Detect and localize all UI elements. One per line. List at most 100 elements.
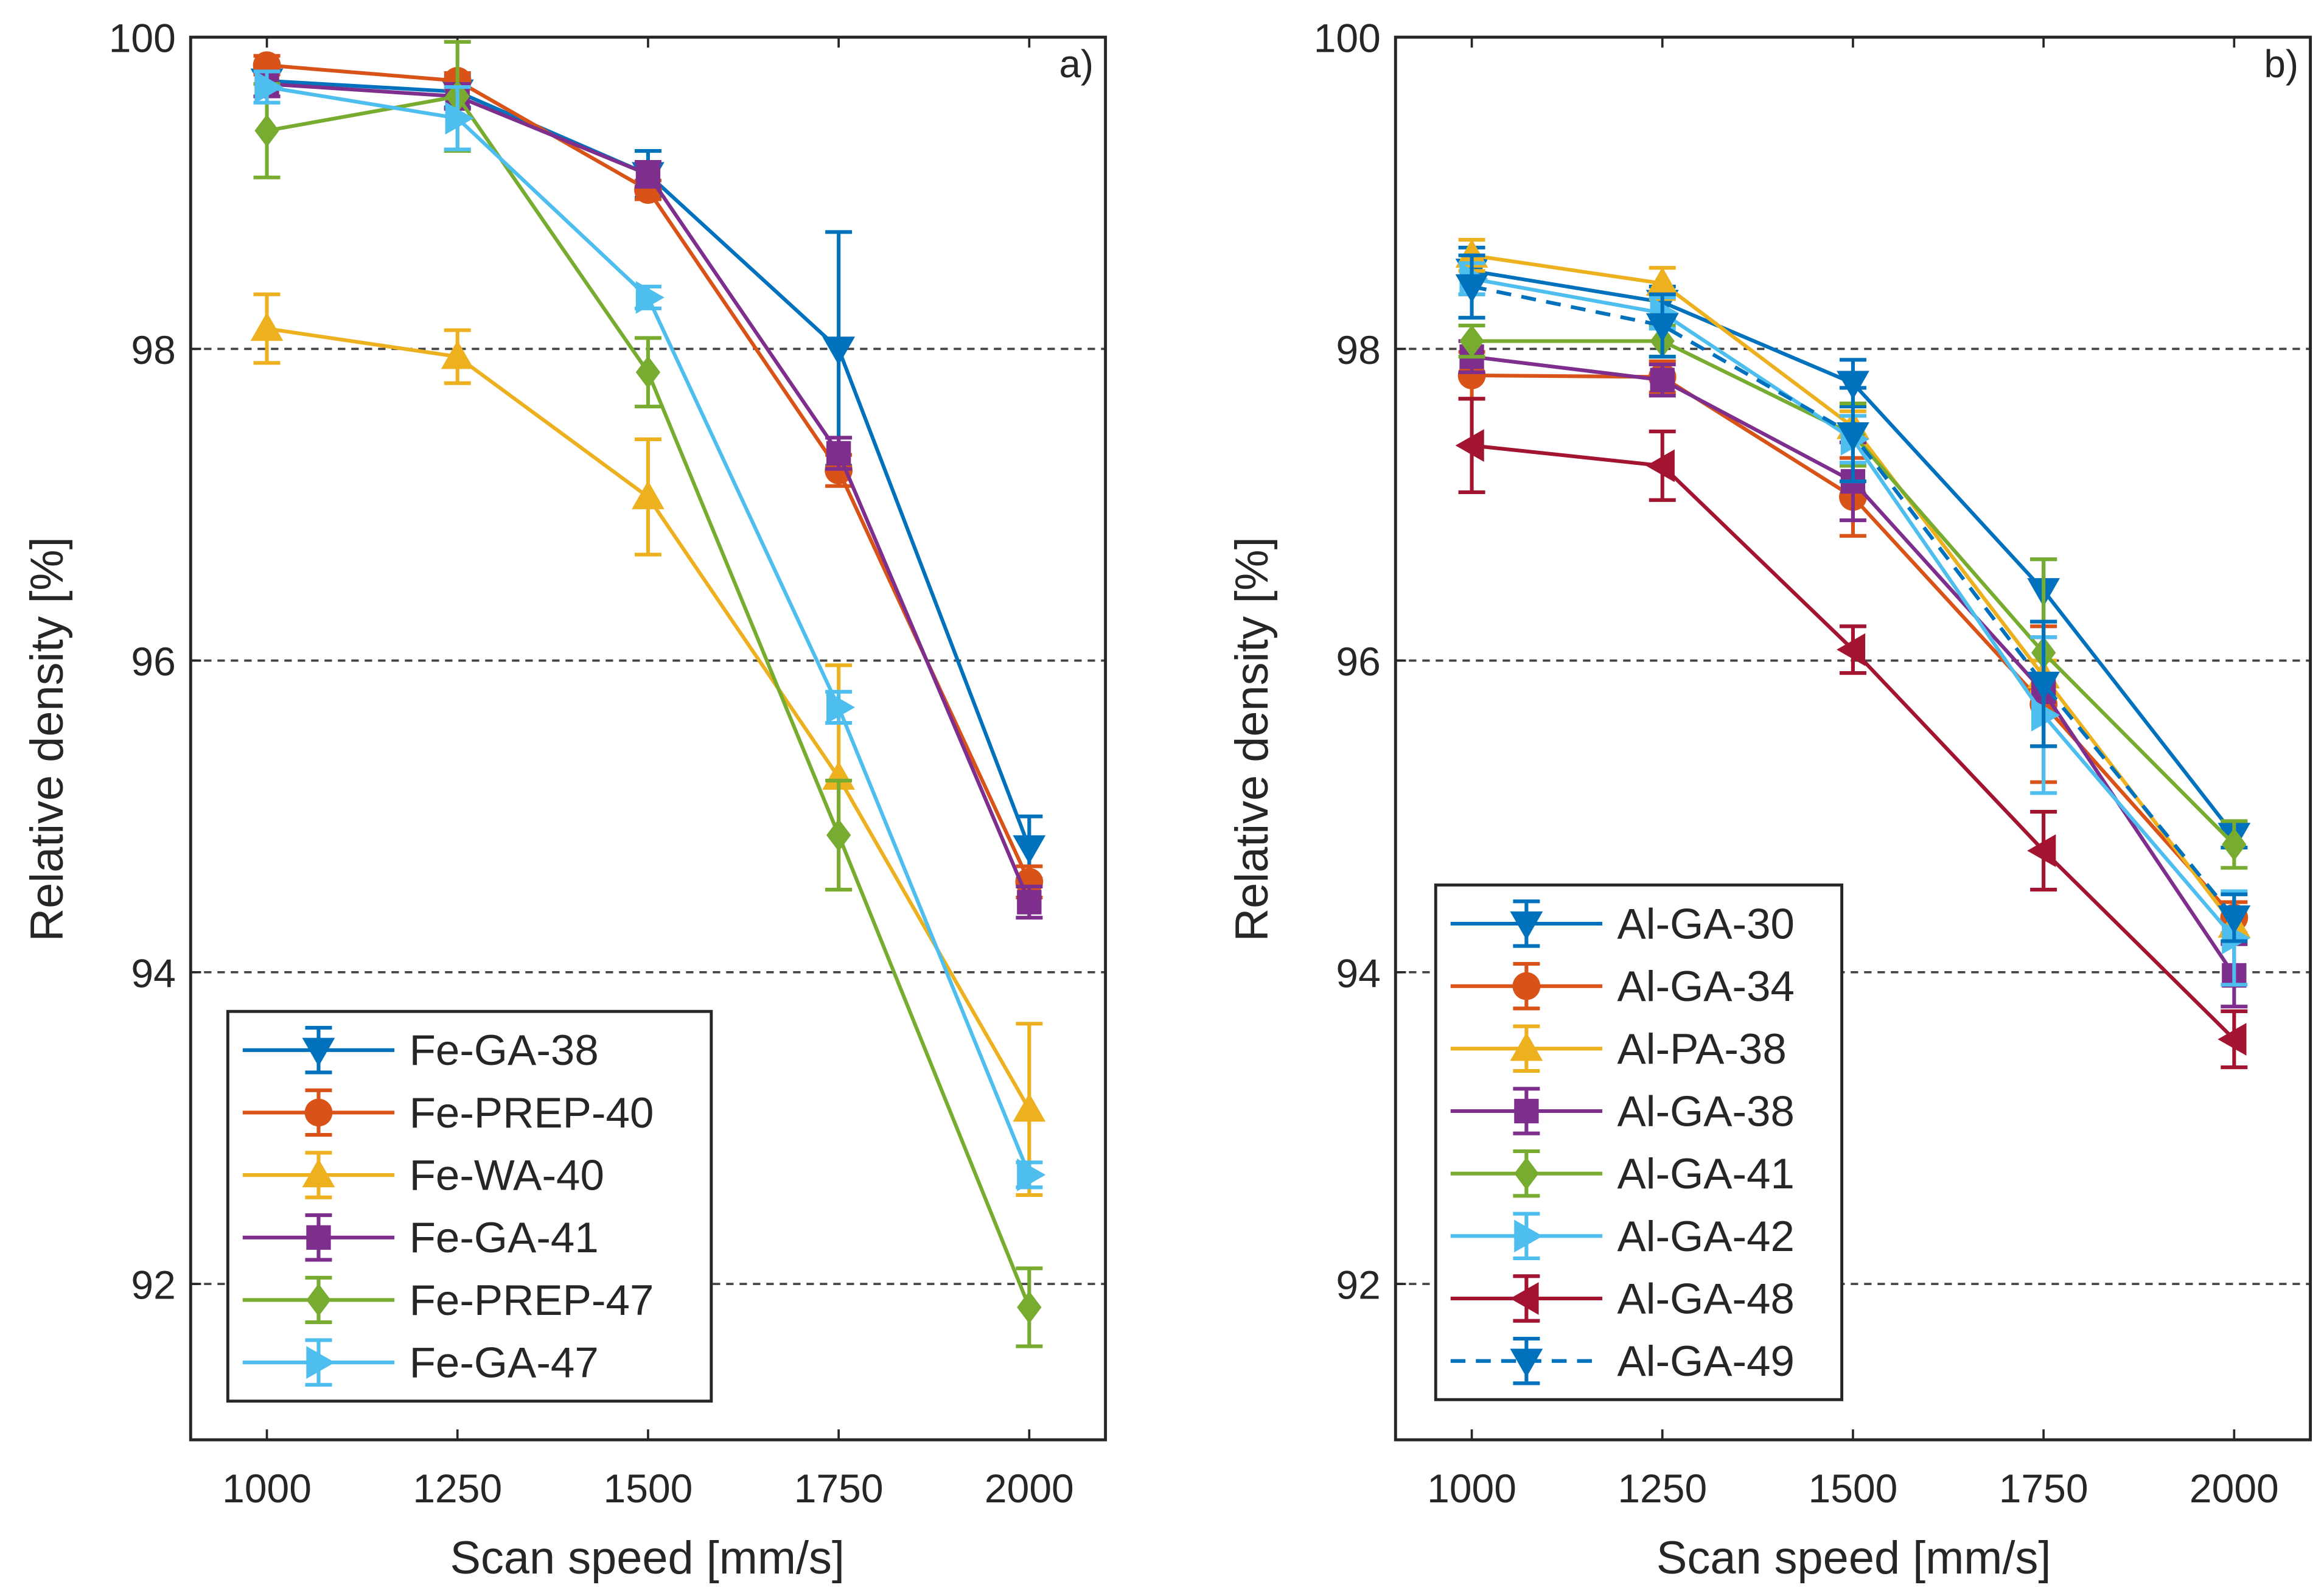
legend-marker: [1514, 1098, 1539, 1124]
data-point: [1837, 633, 1866, 666]
data-point: [2031, 699, 2061, 732]
legend-marker: [1510, 911, 1543, 940]
x-tick-label: 1500: [1809, 1466, 1898, 1511]
y-tick-label: 98: [131, 327, 175, 372]
legend-label: Al-GA-48: [1617, 1275, 1795, 1323]
legend-label: Al-GA-34: [1617, 963, 1795, 1011]
legend-marker: [304, 1098, 333, 1127]
y-tick-label: 92: [131, 1263, 175, 1308]
series-line: [1471, 253, 2236, 927]
data-point: [1837, 371, 1869, 400]
data-point: [2027, 671, 2061, 700]
legend-label: Fe-GA-41: [410, 1214, 599, 1262]
legend-marker: [1512, 972, 1541, 1000]
data-point: [445, 102, 474, 135]
data-point: [1017, 890, 1042, 915]
x-axis-label: Scan speed [mm/s]: [1656, 1532, 2051, 1584]
legend-label: Fe-GA-38: [410, 1027, 599, 1075]
x-tick-label: 1000: [222, 1466, 312, 1511]
data-point: [1650, 368, 1675, 392]
legend-marker: [302, 1159, 335, 1188]
y-axis-label: Relative density [%]: [21, 537, 73, 941]
data-point: [1455, 429, 1484, 462]
legend-label: Al-GA-49: [1617, 1337, 1795, 1386]
panel-label: a): [1059, 43, 1094, 86]
x-tick-label: 2000: [2190, 1466, 2279, 1511]
legend: Al-GA-30 Al-GA-34 Al-PA-38 Al-GA-38 Al-GA-41…: [1434, 884, 1844, 1401]
x-tick-label: 1250: [1617, 1466, 1707, 1511]
panel-a: a) Scan speed [mm/s] Relative density [%…: [21, 16, 1108, 1584]
x-tick-label: 1250: [413, 1466, 502, 1511]
data-point: [1017, 1158, 1046, 1191]
data-point: [1017, 1291, 1042, 1324]
legend-marker: [1510, 1348, 1543, 1378]
axes-box: [1394, 35, 2312, 1441]
legend-label: Al-GA-38: [1617, 1087, 1795, 1135]
data-point: [2222, 828, 2247, 861]
data-point: [254, 71, 284, 103]
data-point: [2222, 921, 2251, 955]
data-point: [2027, 834, 2056, 867]
legend-label: Al-GA-42: [1617, 1213, 1795, 1261]
data-point: [826, 691, 856, 724]
series-Fe-GA-47: [253, 69, 1046, 1191]
data-point: [250, 312, 284, 341]
data-point: [1013, 1093, 1046, 1122]
legend-marker: [306, 1346, 335, 1379]
legend-label: Fe-PREP-47: [410, 1277, 654, 1325]
legend-marker: [302, 1037, 335, 1067]
data-point: [254, 114, 279, 147]
data-point: [1013, 835, 1046, 864]
x-tick-label: 1750: [1999, 1466, 2088, 1511]
legend: Fe-GA-38 Fe-PREP-40 Fe-WA-40 Fe-GA-41 Fe-PRE…: [226, 1009, 713, 1403]
x-tick-label: 1750: [794, 1466, 884, 1511]
y-tick-label: 94: [1336, 950, 1380, 995]
data-point: [2218, 1023, 2247, 1056]
series-Al-PA-38: [1455, 238, 2251, 943]
legend-marker: [306, 1225, 331, 1250]
data-point: [632, 480, 665, 509]
legend-marker: [1514, 1157, 1539, 1190]
y-axis-label: Relative density [%]: [1226, 537, 1278, 941]
data-point: [1459, 324, 1484, 358]
data-point: [635, 281, 665, 314]
legend-marker: [1510, 1032, 1543, 1061]
data-point: [826, 441, 851, 466]
data-point: [1837, 422, 1869, 451]
legend-box: [1434, 884, 1844, 1401]
legend-label: Al-PA-38: [1617, 1025, 1787, 1073]
y-tick-label: 94: [131, 950, 175, 995]
series-Al-GA-30: [1455, 245, 2251, 852]
axes-box: [189, 35, 1108, 1441]
panel-b: b) Scan speed [mm/s] Relative density [%…: [1226, 16, 2312, 1584]
legend-label: Al-GA-41: [1617, 1150, 1795, 1198]
data-point: [2218, 905, 2251, 935]
data-point: [822, 761, 856, 790]
legend-box: [226, 1009, 713, 1403]
series-Al-GA-49: [1455, 253, 2251, 943]
data-point: [1645, 313, 1679, 342]
x-tick-label: 1000: [1427, 1466, 1516, 1511]
data-point: [441, 340, 474, 369]
x-axis-label: Scan speed [mm/s]: [450, 1532, 844, 1584]
x-tick-label: 2000: [985, 1466, 1074, 1511]
data-point: [822, 336, 856, 366]
data-point: [1645, 267, 1679, 296]
data-point: [635, 162, 661, 187]
legend-label: Fe-PREP-40: [410, 1089, 654, 1137]
y-tick-label: 96: [131, 639, 175, 684]
legend-label: Fe-GA-47: [410, 1339, 599, 1387]
legend-label: Al-GA-30: [1617, 900, 1795, 948]
y-tick-label: 100: [1314, 16, 1381, 61]
x-tick-label: 1500: [604, 1466, 693, 1511]
series-line: [1471, 269, 2236, 837]
legend-marker: [1510, 1282, 1539, 1315]
y-tick-label: 98: [1336, 327, 1380, 372]
y-tick-label: 92: [1336, 1263, 1380, 1308]
y-tick-label: 96: [1336, 639, 1380, 684]
data-point: [1645, 449, 1675, 483]
data-point: [1455, 239, 1488, 268]
legend-label: Fe-WA-40: [410, 1152, 604, 1200]
data-point: [826, 818, 851, 852]
